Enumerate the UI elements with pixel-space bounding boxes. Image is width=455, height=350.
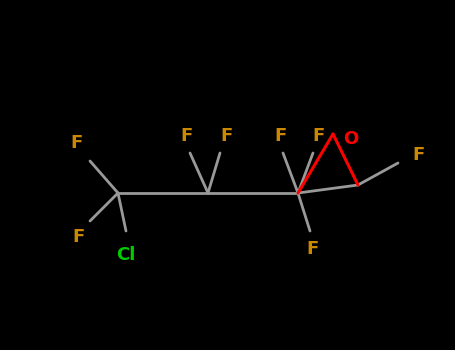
Text: F: F (220, 127, 232, 145)
Text: F: F (412, 146, 424, 164)
Text: O: O (344, 130, 359, 148)
Text: F: F (72, 228, 84, 246)
Text: Cl: Cl (116, 246, 136, 264)
Text: F: F (274, 127, 286, 145)
Text: F: F (312, 127, 324, 145)
Text: F: F (70, 134, 82, 152)
Text: F: F (180, 127, 192, 145)
Text: F: F (307, 240, 319, 258)
